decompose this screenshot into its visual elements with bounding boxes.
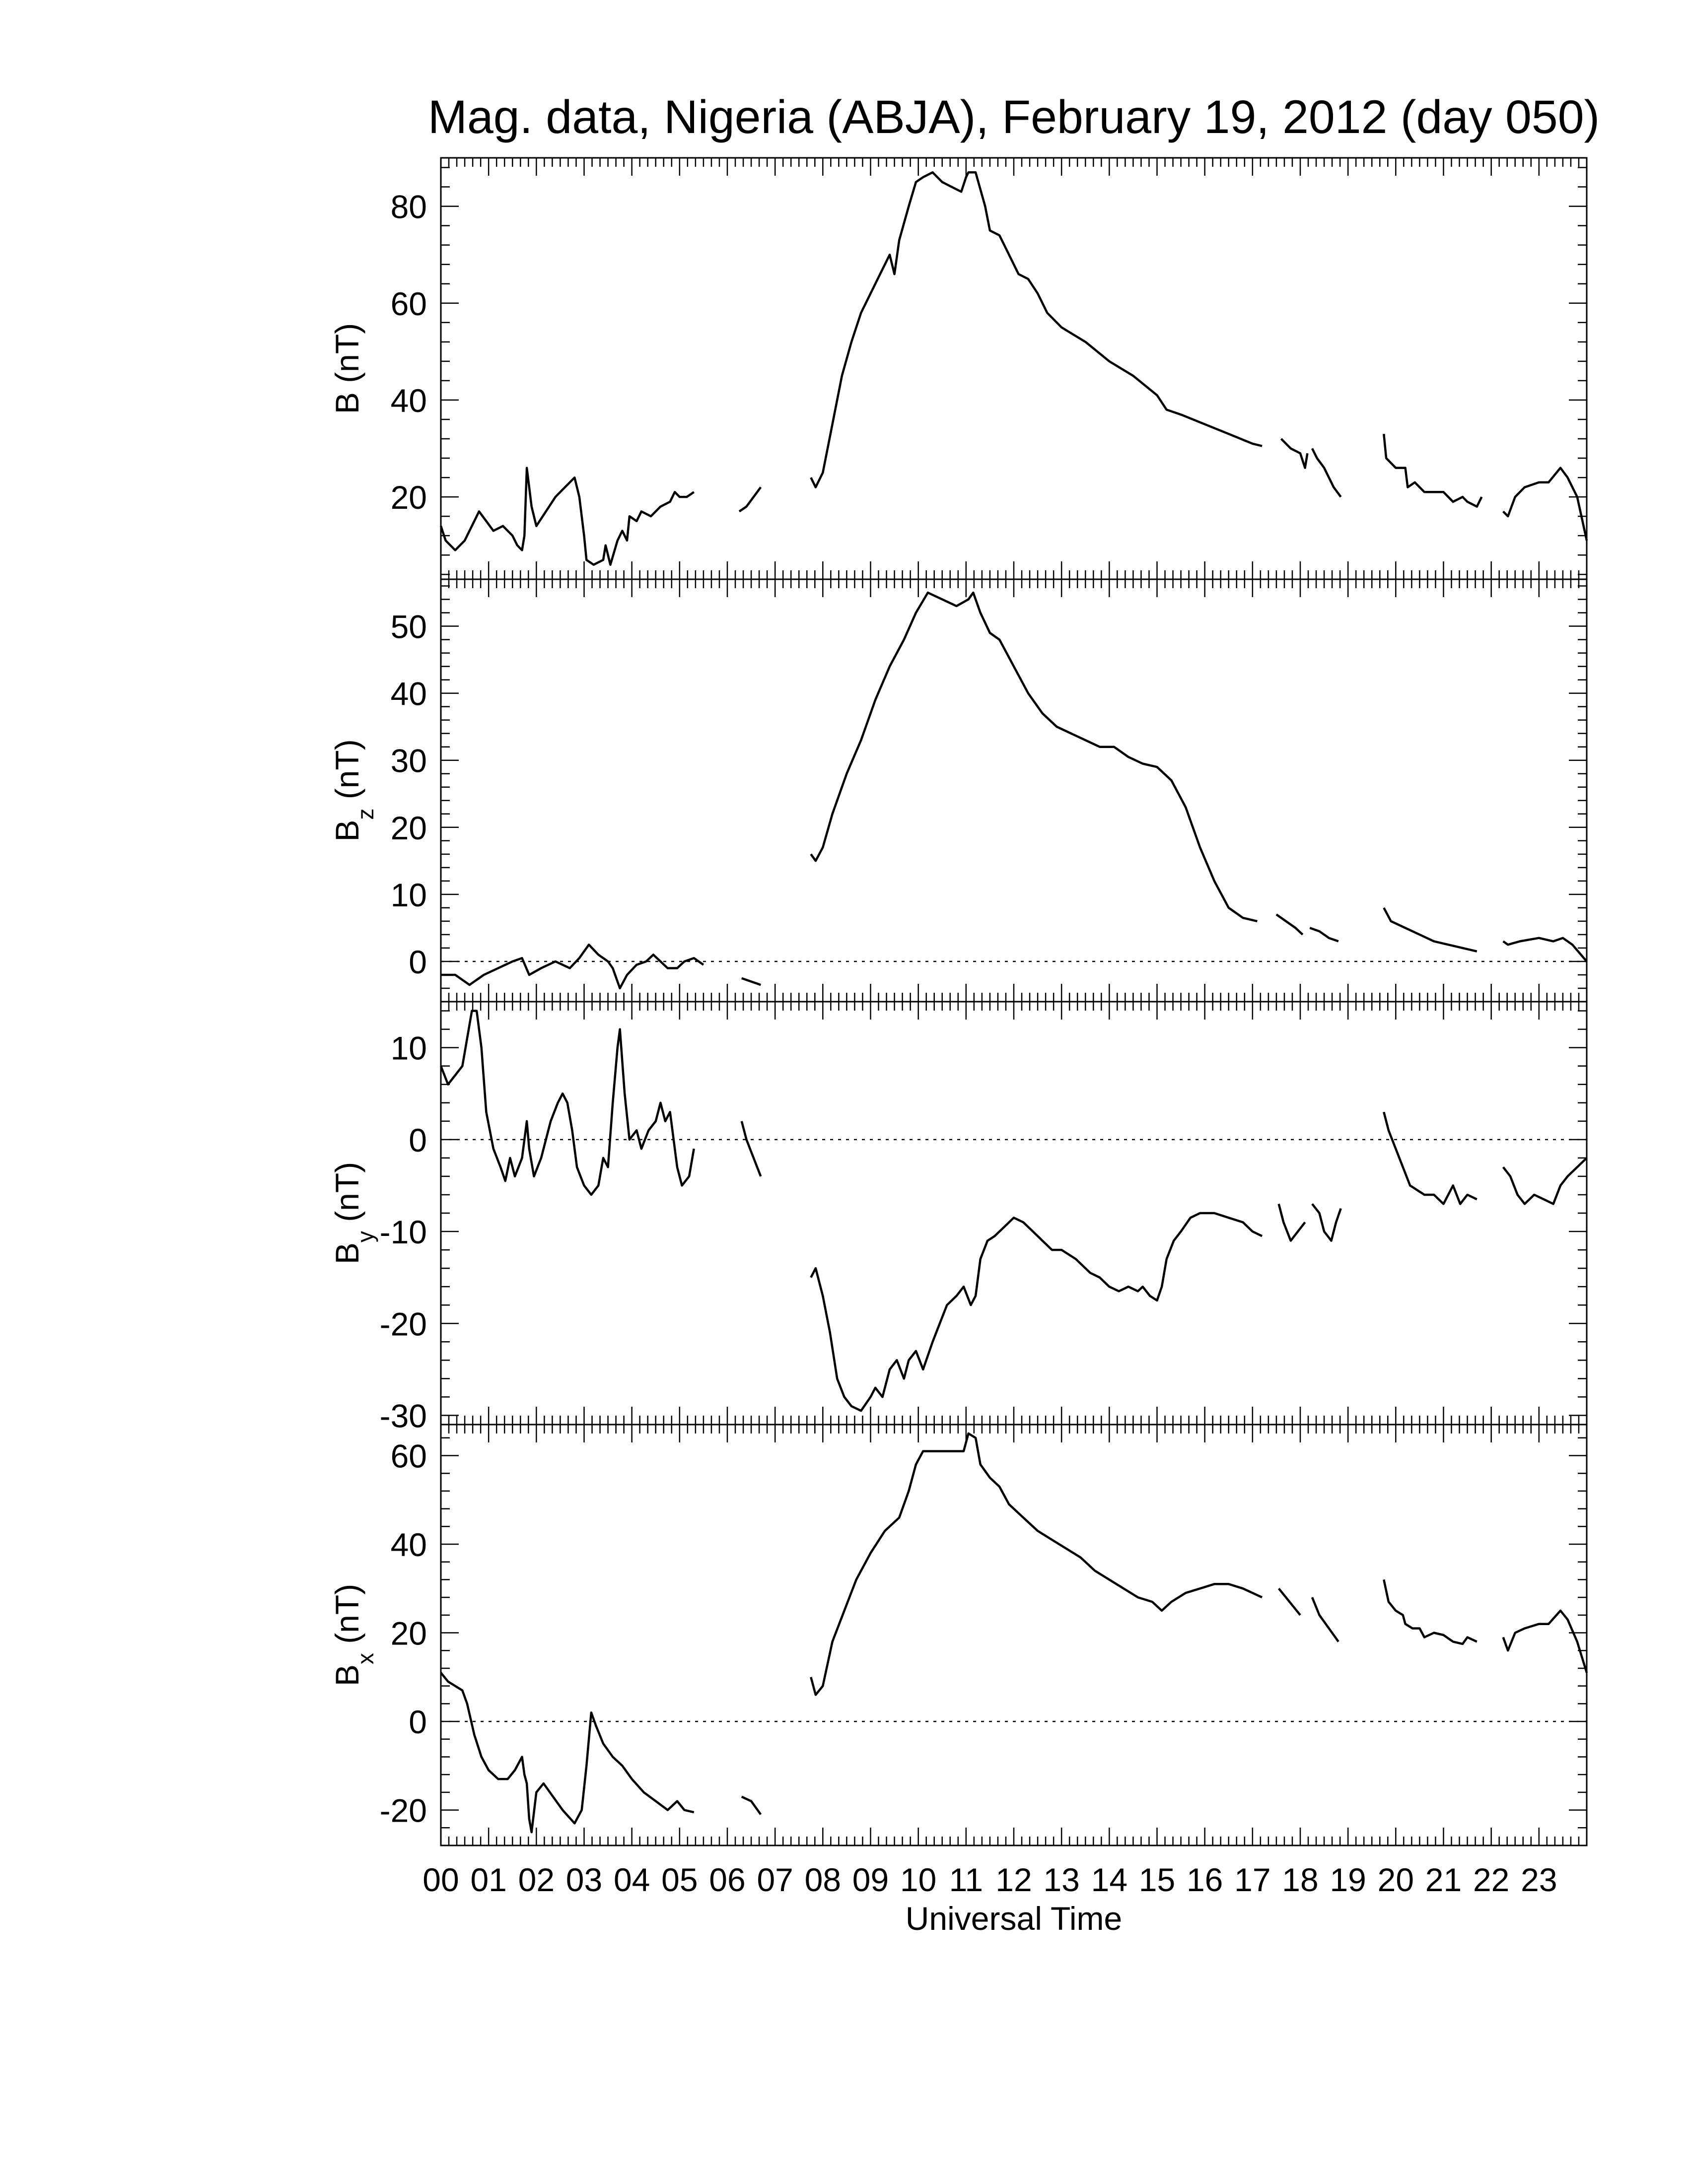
x-tick-label: 09: [852, 1861, 889, 1898]
y-axis-label: Bz (nT): [329, 739, 378, 841]
y-tick-label: 40: [391, 1526, 427, 1563]
y-axis-label-unit: (nT): [329, 323, 365, 392]
x-tick-label: 20: [1378, 1861, 1414, 1898]
panel-4: -20 0 20 40 60 Bx (nT) 00 01 02 03 04 05 06 07 08 09 10 1…: [329, 1424, 1588, 1898]
y-axis-label: B (nT): [329, 323, 365, 414]
y-axis-label: By (nT): [329, 1162, 378, 1264]
y-axis-label-unit: (nT): [329, 1584, 365, 1653]
x-tick-label: 02: [518, 1861, 555, 1898]
series-line: [1277, 1203, 1306, 1242]
x-tick-label: 07: [757, 1861, 793, 1898]
y-axis-label: Bx (nT): [329, 1584, 378, 1686]
series-line: [1383, 1579, 1477, 1645]
series-line: [1502, 937, 1588, 962]
series-line: [740, 1121, 762, 1177]
series-line: [1383, 433, 1483, 508]
panel-2: 0 10 20 30 40 50 Bz (nT): [329, 578, 1588, 1003]
y-tick-label: 20: [391, 810, 427, 846]
series-line: [1502, 1157, 1588, 1205]
series-line: [1309, 927, 1339, 943]
y-axis-label-subscript: x: [352, 1653, 378, 1664]
series-line: [810, 1212, 1263, 1412]
x-tick-label: 21: [1425, 1861, 1462, 1898]
series-line: [1502, 1609, 1588, 1673]
series-line: [1383, 1111, 1477, 1205]
y-tick-label: 0: [409, 944, 427, 980]
y-tick-label: 40: [391, 676, 427, 712]
panel-3: -30 -20 -10 0 10 By (nT): [329, 1001, 1588, 1434]
y-tick-label: 60: [391, 285, 427, 322]
y-tick-label: 20: [391, 1615, 427, 1652]
y-tick-label: -30: [380, 1397, 427, 1434]
x-tick-label: 15: [1139, 1861, 1175, 1898]
y-axis-label-unit: (nT): [329, 739, 365, 808]
x-tick-label: 12: [995, 1861, 1032, 1898]
x-tick-label: 19: [1330, 1861, 1366, 1898]
series-line: [741, 977, 762, 986]
series-line: [1311, 1597, 1339, 1642]
panel-frame: [440, 578, 1588, 1003]
y-tick-label: 40: [391, 382, 427, 419]
x-tick-label: 23: [1521, 1861, 1557, 1898]
series-line: [1502, 467, 1588, 541]
x-tick-label: 08: [805, 1861, 841, 1898]
series-line: [1383, 907, 1477, 953]
x-tick-label: 13: [1043, 1861, 1079, 1898]
series-line: [810, 1432, 1263, 1696]
panel-1: 20 40 60 80 B (nT): [329, 157, 1588, 580]
figure-title: Mag. data, Nigeria (ABJA), February 19, …: [428, 91, 1600, 143]
y-tick-label: 80: [391, 189, 427, 225]
y-axis-label-main: B: [329, 820, 365, 842]
x-tick-label: 00: [422, 1861, 459, 1898]
y-tick-label: 0: [409, 1122, 427, 1159]
x-tick-label: 01: [470, 1861, 506, 1898]
y-axis-label-main: B: [329, 1664, 365, 1686]
y-tick-label: 30: [391, 743, 427, 779]
y-axis-label-subscript: y: [352, 1231, 378, 1242]
y-tick-label: 20: [391, 479, 427, 516]
y-tick-label: -20: [380, 1305, 427, 1342]
y-tick-label: 50: [391, 609, 427, 645]
x-tick-label: 04: [614, 1861, 650, 1898]
series-line: [1280, 438, 1309, 469]
y-tick-label: -20: [380, 1792, 427, 1829]
x-axis-label: Universal Time: [906, 1900, 1122, 1937]
panel-frame: [440, 1424, 1588, 1846]
series-line: [810, 591, 1258, 923]
y-tick-label: 60: [391, 1437, 427, 1474]
series-line: [738, 486, 762, 513]
x-tick-label: 22: [1473, 1861, 1509, 1898]
x-tick-label: 18: [1282, 1861, 1318, 1898]
x-tick-label: 03: [566, 1861, 602, 1898]
x-tick-label: 10: [900, 1861, 936, 1898]
series-line: [741, 1795, 762, 1815]
y-tick-label: 0: [409, 1704, 427, 1740]
x-tick-label: 05: [661, 1861, 698, 1898]
series-line: [439, 467, 695, 566]
y-tick-label: -10: [380, 1214, 427, 1250]
series-line: [810, 171, 1263, 488]
series-line: [441, 943, 704, 990]
y-axis-label-main: B: [329, 1242, 365, 1264]
series-line: [1311, 448, 1342, 498]
y-axis-label-subscript: z: [352, 809, 378, 820]
series-line: [440, 1672, 695, 1834]
x-tick-label: 11: [949, 1861, 984, 1898]
y-axis-label-unit: (nT): [329, 1162, 365, 1231]
series-line: [1277, 1587, 1301, 1616]
series-line: [1275, 913, 1304, 936]
y-tick-label: 10: [391, 1030, 427, 1067]
panel-frame: [440, 157, 1588, 580]
x-tick-label: 06: [709, 1861, 745, 1898]
x-tick-label: 14: [1091, 1861, 1127, 1898]
y-tick-label: 10: [391, 877, 427, 913]
panel-frame: [440, 1001, 1588, 1426]
x-tick-label: 17: [1234, 1861, 1270, 1898]
series-line: [439, 1010, 695, 1196]
x-tick-label: 16: [1187, 1861, 1223, 1898]
series-line: [1311, 1203, 1342, 1242]
y-axis-label-main: B: [329, 392, 365, 414]
